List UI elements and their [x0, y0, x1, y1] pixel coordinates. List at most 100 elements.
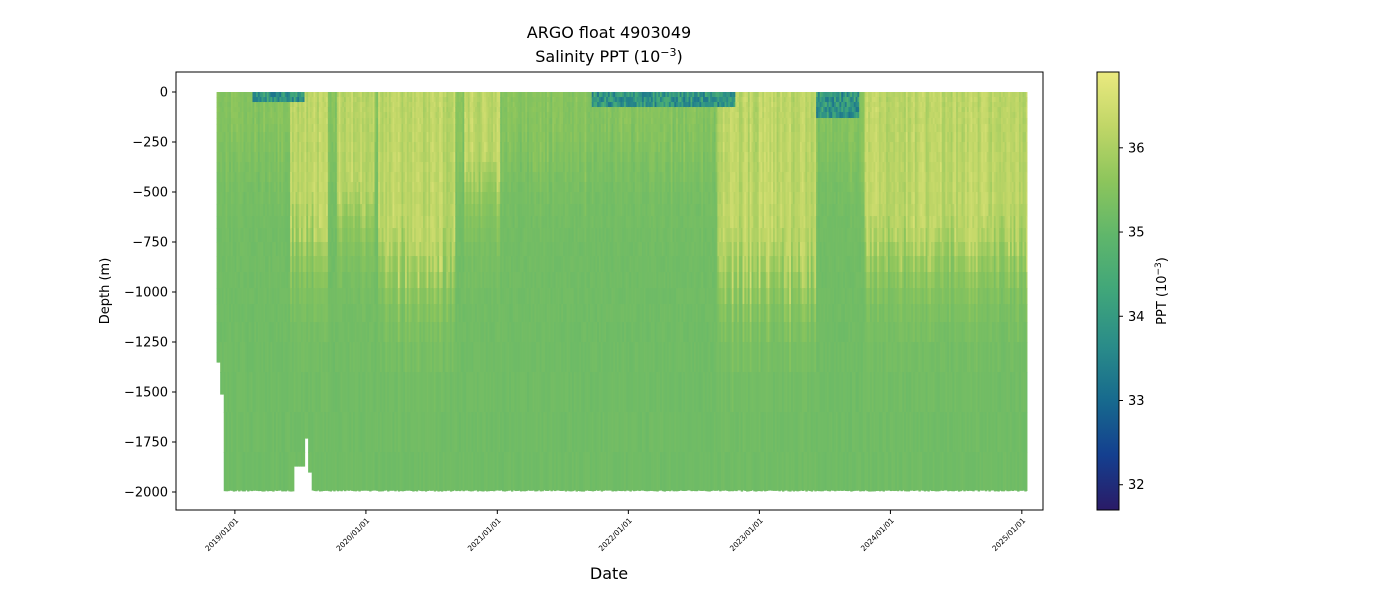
salinity-cell — [530, 228, 534, 243]
salinity-cell — [496, 124, 499, 133]
salinity-cell — [428, 118, 431, 125]
salinity-cell — [424, 112, 428, 119]
salinity-cell — [426, 107, 429, 113]
salinity-cell — [489, 342, 492, 373]
salinity-cell — [408, 192, 412, 205]
salinity-cell — [356, 452, 359, 491]
salinity-cell — [311, 152, 315, 163]
salinity-cell — [234, 107, 237, 113]
salinity-cell — [381, 412, 385, 453]
salinity-cell — [322, 242, 325, 257]
salinity-cell — [349, 412, 352, 453]
salinity-cell — [281, 142, 284, 153]
salinity-cell — [378, 102, 381, 108]
salinity-cell — [378, 152, 381, 163]
salinity-cell — [494, 97, 498, 103]
salinity-cell — [345, 107, 349, 113]
salinity-cell — [448, 132, 451, 143]
salinity-cell — [381, 97, 385, 103]
salinity-cell — [473, 118, 476, 125]
salinity-cell — [457, 242, 460, 257]
salinity-cell — [473, 228, 476, 243]
salinity-cell — [272, 452, 275, 492]
salinity-cell — [505, 182, 508, 193]
salinity-cell — [527, 204, 530, 217]
salinity-cell — [230, 152, 234, 163]
salinity-cell — [356, 112, 359, 119]
salinity-cell — [354, 192, 358, 205]
salinity-cell — [412, 452, 415, 492]
salinity-cell — [489, 152, 492, 163]
salinity-cell — [383, 228, 386, 243]
salinity-cell — [252, 152, 255, 163]
salinity-cell — [449, 124, 453, 133]
salinity-cell — [365, 412, 368, 453]
salinity-cell — [322, 256, 325, 273]
salinity-cell — [252, 204, 255, 217]
salinity-cell — [308, 242, 311, 257]
salinity-cell — [417, 192, 421, 205]
salinity-cell — [299, 118, 302, 125]
salinity-cell — [455, 152, 458, 163]
salinity-cell — [349, 142, 352, 153]
salinity-cell — [487, 304, 491, 323]
salinity-cell — [423, 412, 426, 453]
salinity-cell — [230, 452, 234, 491]
salinity-cell — [360, 256, 363, 273]
salinity-cell — [383, 452, 386, 491]
salinity-cell — [361, 242, 365, 257]
salinity-cell — [394, 172, 397, 183]
salinity-cell — [534, 342, 537, 373]
salinity-cell — [379, 97, 383, 103]
salinity-cell — [467, 342, 471, 373]
salinity-cell — [530, 97, 534, 103]
salinity-cell — [304, 97, 307, 103]
salinity-cell — [487, 322, 491, 343]
salinity-cell — [460, 322, 464, 343]
salinity-cell — [476, 102, 480, 108]
salinity-cell — [304, 228, 307, 243]
salinity-cell — [291, 124, 295, 133]
salinity-cell — [302, 372, 306, 413]
salinity-cell — [281, 204, 284, 217]
salinity-cell — [243, 142, 246, 153]
salinity-cell — [218, 342, 221, 363]
salinity-cell — [439, 132, 442, 143]
salinity-cell — [514, 132, 517, 143]
salinity-cell — [274, 162, 277, 173]
salinity-cell — [248, 124, 252, 133]
salinity-cell — [519, 118, 523, 125]
salinity-cell — [471, 182, 474, 193]
salinity-cell — [498, 372, 501, 413]
salinity-cell — [532, 228, 535, 243]
salinity-cell — [333, 124, 336, 133]
salinity-cell — [295, 452, 298, 467]
salinity-cell — [534, 124, 537, 133]
salinity-cell — [304, 342, 307, 373]
salinity-cell — [250, 412, 254, 453]
salinity-cell — [510, 112, 514, 119]
salinity-cell — [426, 304, 429, 323]
salinity-cell — [326, 372, 329, 413]
salinity-cell — [232, 342, 236, 373]
salinity-cell — [265, 112, 268, 119]
salinity-cell — [351, 124, 354, 133]
salinity-cell — [361, 132, 365, 143]
salinity-cell — [385, 228, 388, 243]
salinity-cell — [256, 172, 259, 183]
salinity-cell — [482, 412, 485, 453]
salinity-cell — [516, 182, 519, 193]
salinity-cell — [286, 97, 289, 103]
salinity-cell — [277, 322, 280, 343]
salinity-cell — [335, 112, 338, 119]
salinity-cell — [437, 172, 440, 183]
salinity-cell — [440, 412, 444, 453]
salinity-cell — [360, 272, 363, 289]
salinity-cell — [487, 112, 491, 119]
salinity-cell — [306, 162, 309, 173]
salinity-cell — [417, 256, 421, 273]
salinity-cell — [230, 142, 234, 153]
salinity-cell — [282, 372, 286, 413]
salinity-cell — [333, 288, 336, 305]
salinity-cell — [419, 272, 422, 289]
